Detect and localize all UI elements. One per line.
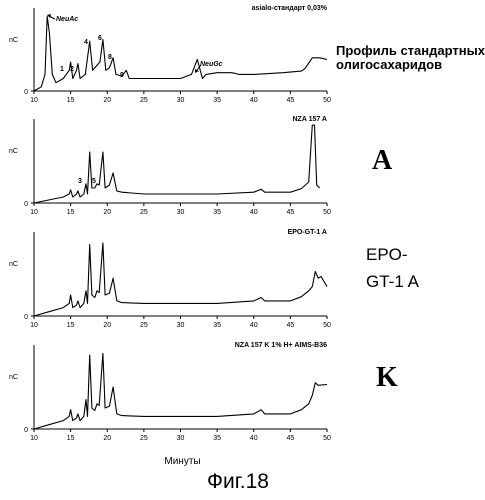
y-axis-label: nC bbox=[9, 261, 18, 268]
x-tick-label: 45 bbox=[286, 322, 294, 329]
chart-title: NZA 157 A bbox=[293, 116, 328, 123]
x-tick-label: 25 bbox=[140, 97, 148, 104]
x-tick-label: 30 bbox=[177, 209, 185, 216]
series-line bbox=[34, 243, 327, 316]
x-tick-label: 35 bbox=[213, 209, 221, 216]
chart-title: NZA 157 K 1% H+ AIMS-B36 bbox=[235, 342, 327, 349]
peak-annotation: 9 bbox=[120, 72, 124, 79]
y-tick-label: 0 bbox=[24, 427, 28, 434]
panel-letter-a: A bbox=[372, 146, 392, 177]
x-tick-label: 35 bbox=[213, 435, 221, 442]
x-tick-label: 25 bbox=[140, 435, 148, 442]
x-tick-label: 20 bbox=[103, 209, 111, 216]
panel-letter-k: K bbox=[376, 363, 398, 394]
x-tick-label: 20 bbox=[103, 97, 111, 104]
x-tick-label: 40 bbox=[250, 435, 258, 442]
x-tick-label: 15 bbox=[67, 435, 75, 442]
x-tick-label: 30 bbox=[177, 97, 185, 104]
peak-annotation: 3 bbox=[78, 178, 82, 185]
peak-annotation: NeuAc bbox=[56, 16, 78, 23]
chart-panel-1: nC 010 15 20 25 30 35 40 45 50 asialo-стандарт 0,0… bbox=[9, 5, 331, 104]
x-tick-label: 15 bbox=[67, 209, 75, 216]
chart-title: EPO-GT-1 A bbox=[288, 229, 327, 236]
x-tick-label: 35 bbox=[213, 322, 221, 329]
y-axis-label: nC bbox=[9, 148, 18, 155]
x-tick-label: 40 bbox=[250, 322, 258, 329]
x-tick-label: 50 bbox=[323, 209, 331, 216]
peak-annotation: 2 bbox=[70, 66, 74, 73]
x-axis-label: Минуты bbox=[164, 456, 200, 467]
y-axis-label: nC bbox=[9, 37, 18, 44]
figure-caption: Фиг.18 bbox=[207, 470, 269, 493]
y-tick-label: 0 bbox=[24, 314, 28, 321]
x-tick-label: 30 bbox=[177, 435, 185, 442]
x-tick-label: 45 bbox=[286, 97, 294, 104]
chart-panel-2: nC0101520253035404550NZA 157 A35 bbox=[9, 116, 331, 216]
x-tick-label: 45 bbox=[286, 209, 294, 216]
x-tick-label: 40 bbox=[250, 97, 258, 104]
x-tick-label: 15 bbox=[67, 322, 75, 329]
peak-annotation: 8 bbox=[108, 54, 112, 61]
peak-annotation: NeuGc bbox=[200, 61, 223, 68]
x-tick-label: 10 bbox=[30, 322, 38, 329]
x-tick-label: 40 bbox=[250, 209, 258, 216]
x-tick-label: 10 bbox=[30, 209, 38, 216]
x-tick-label: 35 bbox=[213, 97, 221, 104]
x-tick-label: 25 bbox=[140, 209, 148, 216]
x-tick-label: 20 bbox=[103, 435, 111, 442]
peak-annotation: 4 bbox=[84, 39, 88, 46]
series-line bbox=[34, 125, 320, 203]
chart-title: asialo-стандарт 0,03% bbox=[252, 5, 328, 12]
series-line bbox=[34, 353, 327, 429]
epo-label-line2: GT-1 A bbox=[366, 273, 419, 292]
chart-panel-3: nC 010 15 20 25 30 35 40 45 50 EPO-GT-1 A bbox=[9, 229, 331, 329]
y-tick-label: 0 bbox=[24, 89, 28, 96]
peak-annotation: 5 bbox=[92, 178, 96, 185]
x-tick-label: 15 bbox=[67, 97, 75, 104]
chart-panel-4: nC 010 15 20 25 30 35 40 45 50 NZA 157 K 1% H+ AIM… bbox=[9, 342, 331, 467]
y-axis-label: nC bbox=[9, 374, 18, 381]
x-tick-label: 50 bbox=[323, 97, 331, 104]
profile-label: Профиль стандартных олигосахаридов bbox=[336, 44, 485, 73]
x-tick-label: 25 bbox=[140, 322, 148, 329]
x-tick-label: 10 bbox=[30, 435, 38, 442]
x-tick-label: 20 bbox=[103, 322, 111, 329]
x-tick-label: 50 bbox=[323, 322, 331, 329]
peak-annotation: 6 bbox=[98, 35, 102, 42]
peak-annotation: 1 bbox=[60, 66, 64, 73]
epo-label-line1: EPO- bbox=[366, 246, 408, 265]
y-tick-label: 0 bbox=[24, 201, 28, 208]
x-tick-label: 30 bbox=[177, 322, 185, 329]
x-tick-label: 50 bbox=[323, 435, 331, 442]
series-line bbox=[34, 16, 327, 91]
x-tick-label: 45 bbox=[286, 435, 294, 442]
x-tick-label: 10 bbox=[30, 97, 38, 104]
